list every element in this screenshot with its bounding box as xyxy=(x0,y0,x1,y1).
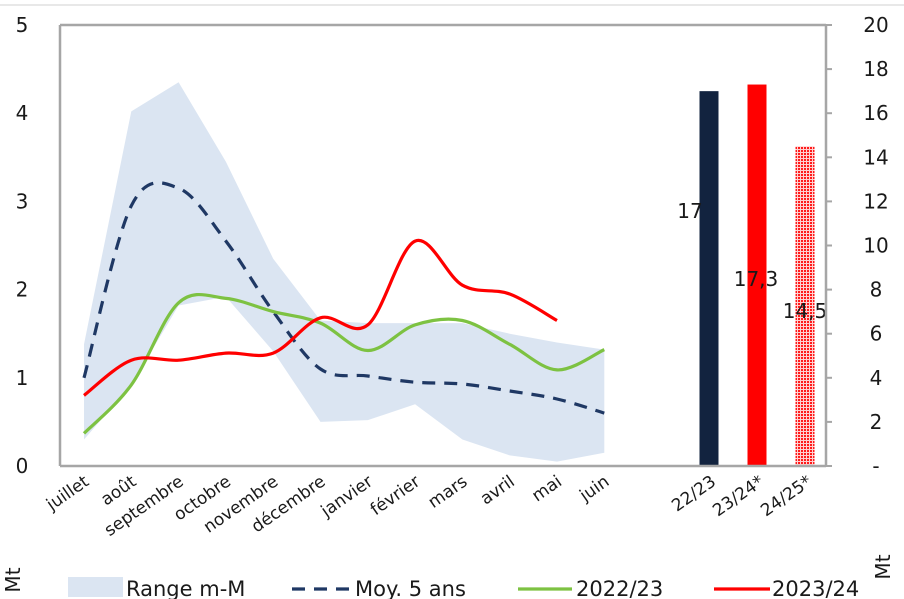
plot-frame xyxy=(0,4,904,468)
series-line-moy-5-ans xyxy=(82,181,605,415)
bar-category-label: 24/25* xyxy=(757,472,816,521)
series-line-2022-23 xyxy=(82,293,606,435)
bar-22-23 xyxy=(699,91,719,467)
legend-label-2022-23: 2022/23 xyxy=(576,577,663,599)
x-tick-label-janvier: janvier xyxy=(317,472,377,522)
right-tick-label: 2 xyxy=(870,410,883,434)
bar-23-24 xyxy=(747,84,767,466)
left-tick-label: 4 xyxy=(16,101,29,125)
left-axis-unit: Mt xyxy=(1,567,25,592)
left-tick-label: 3 xyxy=(16,189,29,213)
right-tick-label: 20 xyxy=(863,13,888,37)
x-tick-label-mars: mars xyxy=(425,472,472,513)
range-band xyxy=(84,82,605,462)
legend-label-2023-24: 2023/24 xyxy=(772,577,859,599)
right-tick-label: 12 xyxy=(863,189,888,213)
series-lines-layer xyxy=(82,181,606,435)
right-axis-unit: Mt xyxy=(871,554,895,579)
legend: Range m-M Moy. 5 ans 2022/23 2023/24 xyxy=(68,577,859,599)
right-tick-label: 10 xyxy=(863,234,888,258)
x-tick-label-mai: mai xyxy=(528,472,565,507)
bar-data-label: 17,3 xyxy=(734,267,779,291)
x-tick-label-juillet: juillet xyxy=(42,472,93,516)
range-band-layer xyxy=(84,82,605,462)
legend-swatch-range xyxy=(68,577,123,597)
series-line-2023-24 xyxy=(83,238,558,397)
bar-data-label: 17 xyxy=(677,199,702,223)
right-tick-label: - xyxy=(872,454,879,478)
bar-24-25 xyxy=(795,146,815,466)
bar-category-label: 23/24* xyxy=(709,472,768,521)
legend-label-moy-5-ans: Moy. 5 ans xyxy=(355,577,466,599)
right-tick-label: 18 xyxy=(863,57,888,81)
right-tick-label: 8 xyxy=(870,278,883,302)
x-tick-label-avril: avril xyxy=(477,472,519,510)
legend-label-range: Range m-M xyxy=(126,577,245,599)
right-tick-label: 16 xyxy=(863,101,888,125)
left-tick-label: 0 xyxy=(16,454,29,478)
right-tick-label: 4 xyxy=(870,366,883,390)
left-tick-label: 2 xyxy=(16,278,29,302)
x-tick-label-juin: juin xyxy=(575,472,613,507)
x-tick-label-f-vrier: février xyxy=(367,472,424,520)
bar-data-label: 14,5 xyxy=(783,299,828,323)
left-tick-label: 5 xyxy=(16,13,29,37)
right-tick-label: 6 xyxy=(870,322,883,346)
right-tick-label: 14 xyxy=(863,145,888,169)
bars-layer: 17 17,314,5 xyxy=(677,84,828,467)
left-tick-label: 1 xyxy=(16,366,29,390)
